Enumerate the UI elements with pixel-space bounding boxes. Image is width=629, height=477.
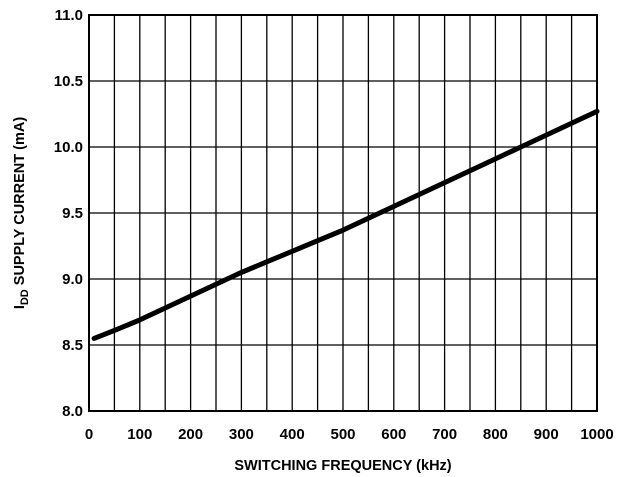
series-line	[91, 108, 600, 341]
x-tick-label: 900	[534, 426, 559, 443]
y-axis-label-subscript: DD	[19, 289, 31, 305]
y-tick-label: 8.0	[62, 403, 83, 420]
y-axis-label-suffix: SUPPLY CURRENT (mA)	[12, 117, 28, 290]
x-axis-label: SWITCHING FREQUENCY (kHz)	[234, 458, 451, 474]
x-tick-label: 0	[85, 426, 93, 443]
x-tick-label: 100	[127, 426, 152, 443]
x-tick-labels: 0 100 200 300 400 500 600 700 800 900 1000	[85, 426, 614, 443]
series-layer	[91, 108, 600, 341]
x-tick-label: 1000	[580, 426, 613, 443]
y-tick-label: 8.5	[62, 337, 83, 354]
plot-frame	[88, 14, 598, 412]
grid	[89, 15, 597, 411]
y-tick-label: 10.0	[54, 139, 83, 156]
y-tick-label: 9.0	[62, 271, 83, 288]
x-tick-label: 600	[381, 426, 406, 443]
y-tick-label: 10.5	[54, 73, 83, 90]
y-tick-labels: 8.0 8.5 9.0 9.5 10.0 10.5 11.0	[54, 7, 83, 420]
x-tick-label: 800	[483, 426, 508, 443]
x-tick-label: 500	[330, 426, 355, 443]
y-axis-label: IDD SUPPLY CURRENT (mA)	[12, 117, 31, 310]
x-tick-label: 300	[229, 426, 254, 443]
x-tick-label: 200	[178, 426, 203, 443]
y-axis-label-prefix: I	[12, 305, 28, 309]
x-tick-label: 400	[280, 426, 305, 443]
x-tick-label: 700	[432, 426, 457, 443]
y-tick-label: 9.5	[62, 205, 83, 222]
y-tick-label: 11.0	[55, 7, 83, 24]
